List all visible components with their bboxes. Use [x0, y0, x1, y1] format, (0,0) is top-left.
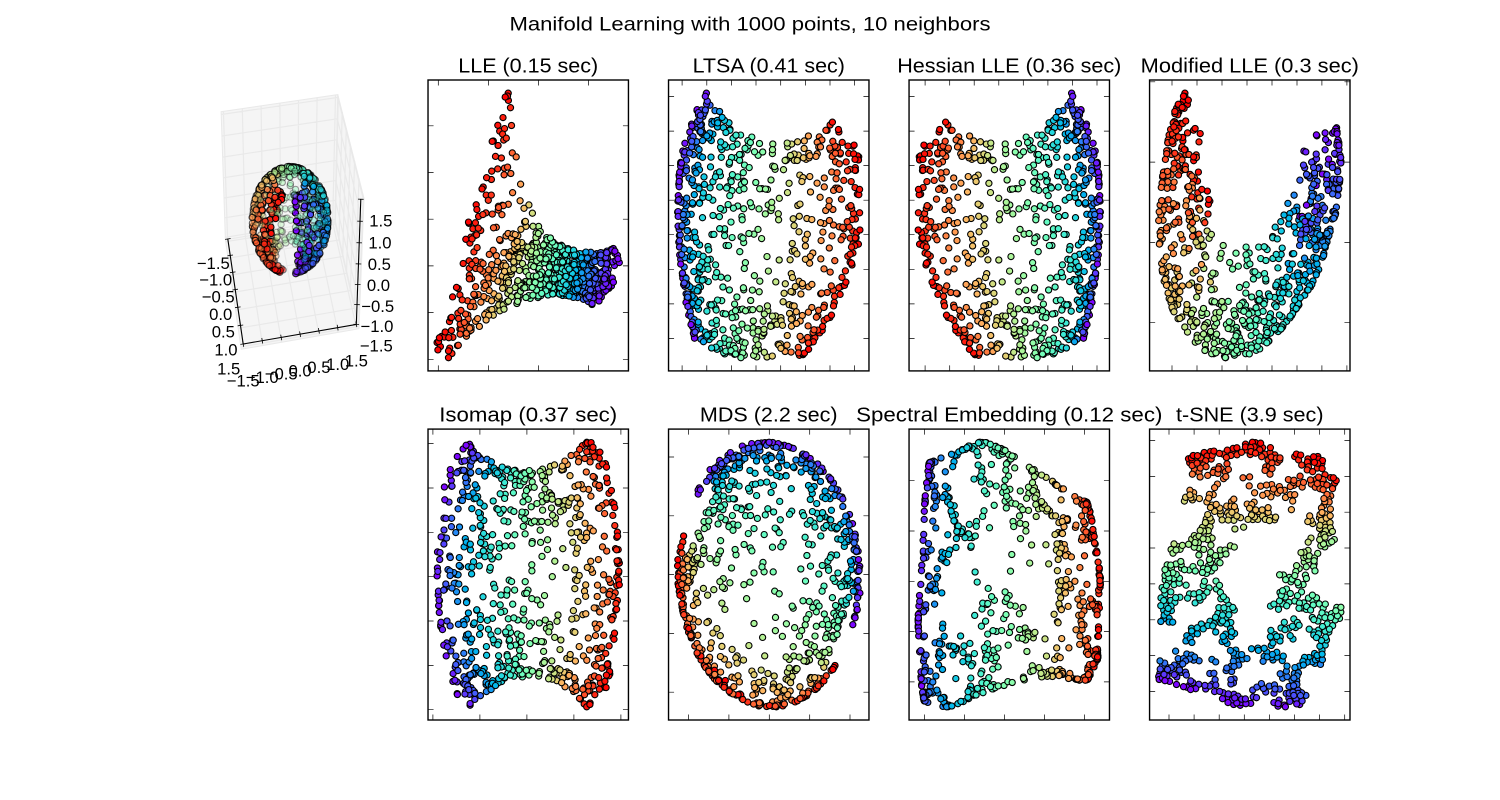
svg-text:0.5: 0.5 — [212, 323, 235, 342]
svg-text:−1.0: −1.0 — [246, 368, 279, 387]
svg-text:Hessian LLE (0.36 sec): Hessian LLE (0.36 sec) — [897, 56, 1121, 78]
svg-text:−1.0: −1.0 — [199, 271, 232, 290]
svg-text:Manifold Learning with 1000 po: Manifold Learning with 1000 points, 10 n… — [510, 13, 991, 35]
svg-text:0.5: 0.5 — [368, 255, 391, 274]
svg-text:1.0: 1.0 — [214, 341, 237, 360]
svg-text:0.0: 0.0 — [367, 276, 390, 295]
svg-text:LLE (0.15 sec): LLE (0.15 sec) — [458, 56, 598, 78]
svg-text:−1.5: −1.5 — [360, 337, 393, 356]
svg-text:0.0: 0.0 — [209, 305, 232, 324]
svg-text:1.5: 1.5 — [217, 359, 240, 378]
svg-text:−0.5: −0.5 — [361, 297, 394, 316]
svg-text:0.5: 0.5 — [307, 358, 330, 377]
svg-text:−0.5: −0.5 — [202, 288, 235, 307]
svg-text:1.5: 1.5 — [345, 352, 368, 371]
svg-text:0.0: 0.0 — [288, 361, 311, 380]
svg-text:−1.5: −1.5 — [197, 254, 230, 273]
svg-text:Isomap (0.37 sec): Isomap (0.37 sec) — [439, 405, 617, 427]
svg-text:−1.5: −1.5 — [227, 371, 260, 390]
svg-text:−1.0: −1.0 — [361, 317, 394, 336]
svg-text:LTSA (0.41 sec): LTSA (0.41 sec) — [693, 56, 845, 78]
svg-text:1.0: 1.0 — [368, 234, 391, 253]
svg-text:−0.5: −0.5 — [265, 365, 298, 384]
svg-text:1.0: 1.0 — [326, 355, 349, 374]
svg-text:1.5: 1.5 — [369, 212, 392, 231]
svg-text:Modified LLE (0.3 sec): Modified LLE (0.3 sec) — [1141, 56, 1359, 78]
